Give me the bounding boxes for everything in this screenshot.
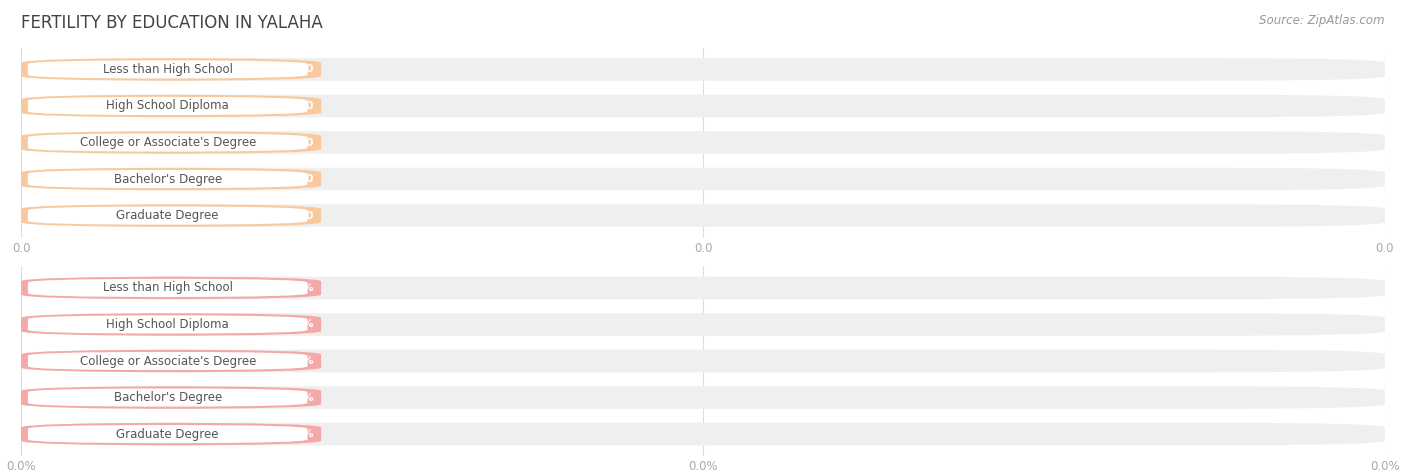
FancyBboxPatch shape — [28, 279, 308, 297]
Text: Less than High School: Less than High School — [103, 63, 233, 76]
FancyBboxPatch shape — [28, 389, 308, 407]
FancyBboxPatch shape — [21, 58, 321, 81]
FancyBboxPatch shape — [21, 423, 1385, 446]
FancyBboxPatch shape — [21, 168, 1385, 190]
Text: 0.0: 0.0 — [295, 65, 315, 75]
FancyBboxPatch shape — [28, 207, 308, 225]
Text: 0.0: 0.0 — [295, 137, 315, 148]
Text: Source: ZipAtlas.com: Source: ZipAtlas.com — [1260, 14, 1385, 27]
FancyBboxPatch shape — [21, 386, 321, 409]
FancyBboxPatch shape — [21, 95, 321, 117]
Text: 0.0: 0.0 — [295, 101, 315, 111]
FancyBboxPatch shape — [21, 95, 1385, 117]
FancyBboxPatch shape — [28, 133, 308, 152]
Text: 0.0: 0.0 — [295, 174, 315, 184]
FancyBboxPatch shape — [21, 313, 321, 336]
Text: Bachelor's Degree: Bachelor's Degree — [114, 391, 222, 404]
FancyBboxPatch shape — [21, 204, 1385, 227]
FancyBboxPatch shape — [21, 350, 321, 372]
FancyBboxPatch shape — [28, 352, 308, 370]
Text: FERTILITY BY EDUCATION IN YALAHA: FERTILITY BY EDUCATION IN YALAHA — [21, 14, 323, 32]
FancyBboxPatch shape — [21, 131, 1385, 154]
FancyBboxPatch shape — [28, 97, 308, 115]
Text: Bachelor's Degree: Bachelor's Degree — [114, 172, 222, 186]
Text: 0.0%: 0.0% — [284, 429, 315, 439]
FancyBboxPatch shape — [28, 170, 308, 188]
FancyBboxPatch shape — [21, 168, 321, 190]
FancyBboxPatch shape — [21, 386, 1385, 409]
FancyBboxPatch shape — [21, 131, 321, 154]
FancyBboxPatch shape — [28, 60, 308, 78]
FancyBboxPatch shape — [21, 204, 321, 227]
Text: High School Diploma: High School Diploma — [107, 99, 229, 113]
FancyBboxPatch shape — [21, 276, 321, 299]
FancyBboxPatch shape — [21, 58, 1385, 81]
Text: 0.0%: 0.0% — [284, 283, 315, 293]
Text: Graduate Degree: Graduate Degree — [117, 209, 219, 222]
Text: College or Associate's Degree: College or Associate's Degree — [80, 136, 256, 149]
Text: College or Associate's Degree: College or Associate's Degree — [80, 354, 256, 368]
FancyBboxPatch shape — [21, 313, 1385, 336]
FancyBboxPatch shape — [21, 423, 321, 446]
FancyBboxPatch shape — [21, 276, 1385, 299]
FancyBboxPatch shape — [28, 315, 308, 333]
FancyBboxPatch shape — [28, 425, 308, 443]
Text: 0.0%: 0.0% — [284, 356, 315, 366]
Text: 0.0%: 0.0% — [284, 392, 315, 402]
Text: 0.0: 0.0 — [295, 210, 315, 220]
Text: Graduate Degree: Graduate Degree — [117, 428, 219, 441]
Text: 0.0%: 0.0% — [284, 320, 315, 330]
Text: High School Diploma: High School Diploma — [107, 318, 229, 331]
FancyBboxPatch shape — [21, 350, 1385, 372]
Text: Less than High School: Less than High School — [103, 281, 233, 294]
